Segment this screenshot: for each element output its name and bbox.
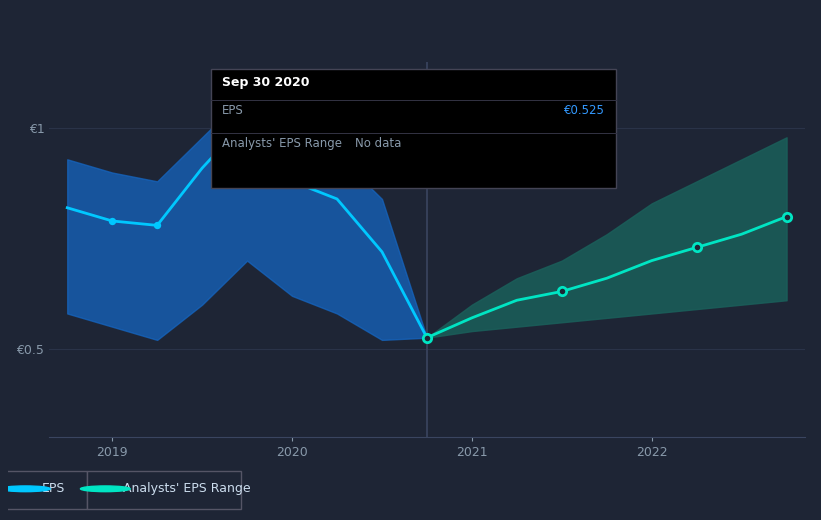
Text: Actual: Actual	[384, 75, 424, 88]
Text: No data: No data	[355, 137, 401, 150]
Text: Analysts' EPS Range: Analysts' EPS Range	[222, 137, 342, 150]
Circle shape	[1, 486, 50, 492]
FancyBboxPatch shape	[6, 471, 87, 509]
Point	[420, 333, 433, 342]
Point	[780, 212, 793, 220]
Point	[420, 333, 433, 342]
Text: €0.525: €0.525	[564, 104, 605, 117]
Text: EPS: EPS	[222, 104, 244, 117]
FancyBboxPatch shape	[211, 69, 616, 188]
Point	[690, 243, 704, 252]
Point	[106, 217, 119, 225]
Text: Sep 30 2020: Sep 30 2020	[222, 75, 310, 88]
Circle shape	[80, 486, 131, 492]
Text: Analysts' EPS Range: Analysts' EPS Range	[123, 483, 251, 495]
Text: Analysts Forecasts: Analysts Forecasts	[430, 75, 547, 88]
Text: EPS: EPS	[42, 483, 66, 495]
FancyBboxPatch shape	[87, 471, 241, 509]
Point	[150, 221, 163, 229]
Point	[286, 177, 299, 186]
Point	[555, 287, 568, 295]
